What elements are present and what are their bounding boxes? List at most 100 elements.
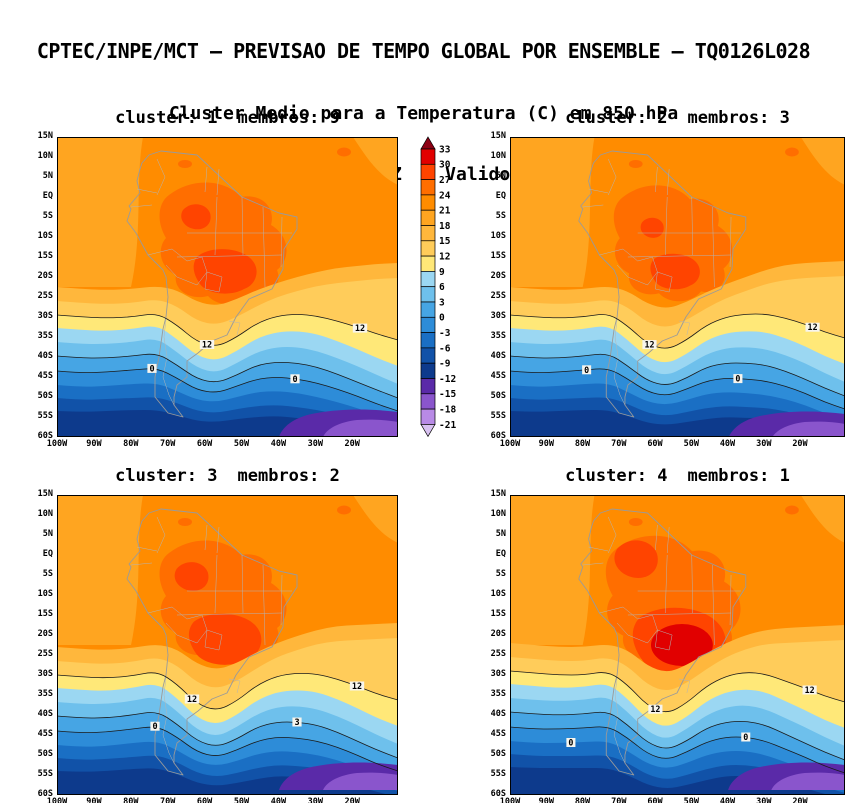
lat-tick-label: EQ xyxy=(42,191,53,201)
member-count-label: membros: 2 xyxy=(237,466,340,486)
legend-value-label: 18 xyxy=(439,221,451,232)
lat-tick-label: 60S xyxy=(490,789,506,799)
lat-tick-label: 45S xyxy=(37,729,53,739)
lon-tick-label: 50W xyxy=(683,797,699,803)
lon-tick-label: 20W xyxy=(344,797,360,803)
legend-value-label: -15 xyxy=(439,389,456,400)
svg-text:0: 0 xyxy=(292,375,297,385)
lon-tick-label: 20W xyxy=(792,797,808,803)
panel-title: cluster: 1 membros: 9 xyxy=(57,108,398,132)
lon-tick-label: 20W xyxy=(792,439,808,449)
legend-color-box xyxy=(420,255,436,272)
svg-text:12: 12 xyxy=(650,704,660,714)
lat-tick-label: 55S xyxy=(490,769,506,779)
legend-value-label: 12 xyxy=(439,252,450,263)
contour-label: 12 xyxy=(802,685,817,695)
lon-tick-label: 80W xyxy=(123,439,139,449)
contour-label: 0 xyxy=(150,721,160,732)
contour-label: 0 xyxy=(290,374,300,385)
map-plot: 12 12 0 3 xyxy=(57,495,398,795)
lat-tick-label: 45S xyxy=(490,371,506,381)
lat-tick-label: 20S xyxy=(37,629,53,639)
lat-tick-label: 45S xyxy=(37,371,53,381)
contour-label: 12 xyxy=(349,681,365,692)
contour-label: 12 xyxy=(642,340,657,350)
legend-color-box xyxy=(420,316,436,333)
lat-tick-label: 5N xyxy=(495,529,506,539)
legend-color-box xyxy=(420,332,436,349)
legend-value-label: -21 xyxy=(439,420,456,431)
country-borders xyxy=(130,516,292,764)
lon-tick-label: 100W xyxy=(499,797,521,803)
lat-tick-label: 35S xyxy=(490,331,506,341)
contour-line-c12 xyxy=(57,672,398,710)
lon-tick-label: 20W xyxy=(344,439,360,449)
temperature-contour-map: 12 12 0 0 xyxy=(57,137,398,437)
subtitle-variable: Cluster Medio para a Temperatura (C) em … xyxy=(168,103,679,124)
contour-line-c12 xyxy=(510,313,845,349)
panel-cluster-1: cluster: 1 membros: 9 12 12 0 0 15N 10N 5N EQ 5S 10… xyxy=(29,108,404,453)
cluster-count-label: cluster: 3 xyxy=(115,466,218,486)
temperature-contour-map: 12 12 0 0 xyxy=(510,495,845,795)
svg-text:12: 12 xyxy=(355,324,365,334)
lat-tick-label: 55S xyxy=(37,769,53,779)
contour-label: 0 xyxy=(733,374,743,384)
contour-line-c3 xyxy=(510,353,845,397)
legend-color-box xyxy=(420,286,436,303)
contour-line-c12 xyxy=(57,314,398,346)
lon-tick-label: 60W xyxy=(196,439,213,449)
lon-tick-label: 100W xyxy=(46,439,68,449)
svg-text:3: 3 xyxy=(294,718,299,728)
legend-color-box xyxy=(420,240,436,257)
contour-label: 12 xyxy=(352,323,368,334)
lat-tick-label: 45S xyxy=(490,729,506,739)
lon-tick-label: 70W xyxy=(611,439,627,449)
lon-tick-label: 90W xyxy=(86,439,102,449)
country-borders xyxy=(582,516,741,764)
lat-tick-label: 10N xyxy=(490,151,506,161)
lat-tick-label: 5N xyxy=(42,171,53,181)
temperature-bands xyxy=(57,263,398,437)
lon-tick-label: 90W xyxy=(86,797,102,803)
lat-tick-label: EQ xyxy=(42,549,53,559)
contour-line-c0 xyxy=(510,726,845,774)
lon-tick-label: 70W xyxy=(160,797,176,803)
contour-label: 0 xyxy=(582,365,592,375)
lon-tick-label: 60W xyxy=(196,797,213,803)
svg-text:0: 0 xyxy=(743,732,748,742)
lat-tick-label: 20S xyxy=(490,271,506,281)
svg-text:0: 0 xyxy=(735,374,740,384)
map-frame xyxy=(57,495,398,795)
legend-color-box xyxy=(420,163,436,180)
lat-tick-label: 10N xyxy=(37,509,53,519)
lat-tick-label: 25S xyxy=(37,291,53,301)
legend-color-box xyxy=(420,347,436,364)
contour-label: 0 xyxy=(147,363,157,374)
lat-tick-label: 15N xyxy=(490,489,506,499)
lat-tick-label: 15N xyxy=(37,489,53,499)
legend-color-box xyxy=(420,378,436,395)
legend-value-label: 27 xyxy=(439,175,450,186)
lat-tick-label: 10N xyxy=(37,151,53,161)
panel-title: cluster: 2 membros: 3 xyxy=(510,108,845,132)
country-borders xyxy=(582,158,741,406)
contour-label: 0 xyxy=(741,732,751,742)
svg-text:12: 12 xyxy=(644,340,654,350)
cold-core-region xyxy=(728,762,845,790)
lat-tick-label: 55S xyxy=(37,411,53,421)
lat-tick-label: 40S xyxy=(37,351,53,361)
lon-tick-label: 50W xyxy=(233,439,250,449)
coastline xyxy=(126,150,298,418)
hot-core-region xyxy=(181,204,257,294)
lon-tick-label: 90W xyxy=(538,439,554,449)
lat-tick-label: 20S xyxy=(490,629,506,639)
lon-tick-label: 30W xyxy=(756,797,772,803)
contour-line-c3 xyxy=(57,712,398,759)
legend-value-label: -6 xyxy=(439,343,451,354)
legend-color-box xyxy=(420,209,436,226)
legend-color-box xyxy=(420,148,436,165)
panel-cluster-3: cluster: 3 membros: 2 12 12 0 3 15N 10N 5N EQ 5S 10… xyxy=(29,466,404,803)
contour-line-c3 xyxy=(57,353,398,399)
svg-text:0: 0 xyxy=(568,737,573,747)
